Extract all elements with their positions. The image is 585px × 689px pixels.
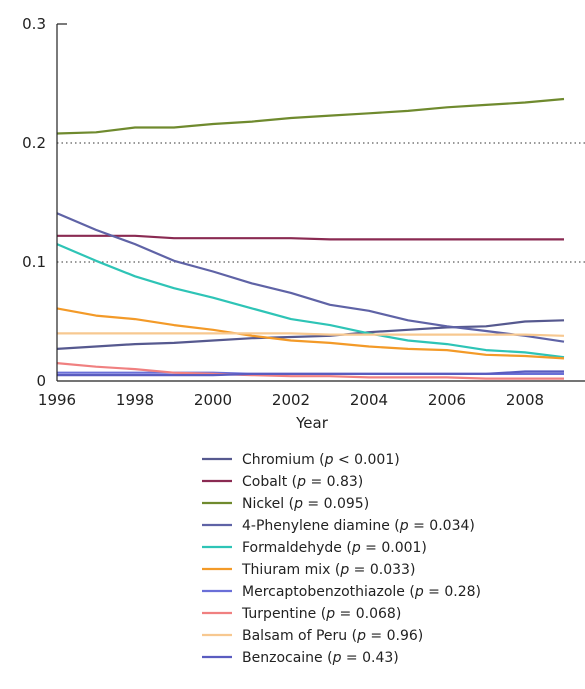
series-line-8 (57, 332, 565, 337)
legend-label-8: Balsam of Peru (p = 0.96) (242, 628, 423, 644)
legend-label-2: Nickel (p = 0.095) (242, 496, 369, 512)
series-line-1 (57, 234, 564, 241)
series-line-2 (56, 97, 565, 135)
x-tick-label-5: 2006 (428, 391, 466, 409)
x-tick-label-0: 1996 (38, 391, 76, 409)
y-tick-label-2: 0.2 (22, 134, 46, 152)
x-tick-label-3: 2002 (272, 391, 310, 409)
tick-labels: 1996 1998 2000 2002 2004 2006 2008 0 0.1 0.2 0.3 (22, 15, 544, 409)
x-tick-label-1: 1998 (116, 391, 154, 409)
legend-label-9: Benzocaine (p = 0.43) (242, 650, 399, 666)
x-tick-label-6: 2008 (506, 391, 544, 409)
y-tick-label-0: 0 (36, 372, 46, 390)
legend-label-6: Mercaptobenzothiazole (p = 0.28) (242, 584, 481, 600)
x-axis-title: Year (295, 414, 329, 432)
series-line-4 (56, 243, 565, 359)
y-tick-label-3: 0.3 (22, 15, 46, 33)
legend-label-3: 4-Phenylene diamine (p = 0.034) (242, 518, 475, 534)
axes (56, 24, 585, 382)
series-lines (56, 97, 565, 380)
legend: Chromium (p < 0.001) Cobalt (p = 0.83) Nic… (202, 452, 481, 666)
series-line-9 (57, 370, 564, 377)
legend-label-4: Formaldehyde (p = 0.001) (242, 540, 427, 556)
series-line-3 (56, 212, 565, 343)
series-line-7 (56, 362, 564, 380)
grid-lines (57, 23, 585, 263)
y-tick-label-1: 0.1 (22, 253, 46, 271)
legend-label-0: Chromium (p < 0.001) (242, 452, 400, 468)
legend-label-5: Thiuram mix (p = 0.033) (241, 562, 415, 578)
x-tick-label-2: 2000 (194, 391, 232, 409)
x-tick-label-4: 2004 (350, 391, 388, 409)
legend-label-1: Cobalt (p = 0.83) (242, 474, 363, 490)
legend-label-7: Turpentine (p = 0.068) (241, 606, 401, 622)
series-line-5 (56, 307, 565, 360)
series-line-0 (56, 319, 565, 350)
